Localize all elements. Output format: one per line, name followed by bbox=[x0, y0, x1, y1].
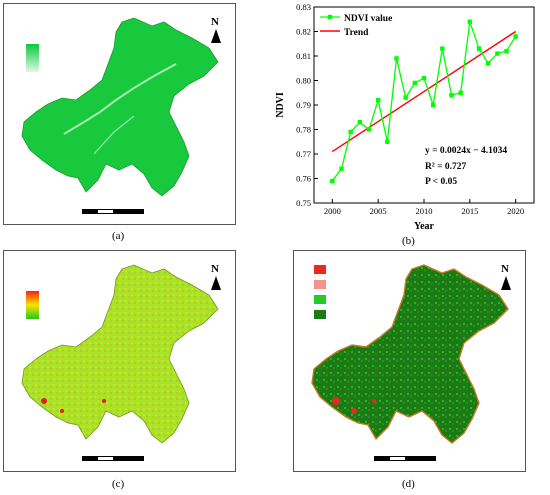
ndvi-point bbox=[495, 51, 500, 56]
ndvi-point bbox=[348, 129, 353, 135]
x-axis-title: Year bbox=[414, 221, 435, 232]
caption-c: (c) bbox=[112, 478, 125, 490]
stat-annotation: P < 0.05 bbox=[425, 177, 457, 187]
y-tick-label: 0.76 bbox=[296, 174, 311, 184]
y-tick-label: 0.78 bbox=[296, 125, 311, 135]
ndvi-point bbox=[485, 61, 491, 66]
map-panel-trend-classes: Significant browning Slight Degration Slig… bbox=[293, 250, 526, 472]
y-axis-title: NDVI bbox=[275, 92, 286, 118]
north-arrow-icon: N bbox=[501, 263, 511, 290]
class-swatch bbox=[314, 280, 326, 289]
scale-bar bbox=[82, 456, 144, 461]
y-tick-label: 0.81 bbox=[296, 51, 311, 61]
legend-ndvi-label: NDVI value bbox=[344, 14, 392, 24]
ndvi-point bbox=[357, 119, 363, 125]
ndvi-point bbox=[513, 34, 518, 39]
y-tick-label: 0.83 bbox=[296, 3, 311, 12]
ndvi-point bbox=[412, 80, 418, 86]
ndvi-point bbox=[394, 56, 399, 61]
ndvi-time-series-chart: 0.75 0.76 0.77 0.78 0.79 0.80 0.81 0.82 0.83 2000… bbox=[272, 2, 547, 248]
stat-annotation: y = 0.0024x − 4.1034 bbox=[425, 146, 507, 156]
caption-d: (d) bbox=[402, 478, 415, 490]
class-swatch bbox=[314, 265, 326, 274]
map-panel-ndvi-mean: NDVI_mean High : 0.9288 Low : 0.1091 N bbox=[3, 3, 236, 225]
y-tick-label: 0.82 bbox=[296, 27, 311, 37]
trend-line bbox=[331, 30, 517, 153]
ndvi-point bbox=[403, 95, 408, 100]
y-tick-label: 0.77 bbox=[296, 149, 311, 159]
caption-a: (a) bbox=[112, 230, 125, 242]
ndvi-point bbox=[385, 139, 390, 144]
map-panel-ndvi-trends: NDVI_Trends High : 0.0169 Low : −0.0329 … bbox=[3, 250, 236, 472]
plot-frame bbox=[313, 6, 535, 204]
scale-bar bbox=[374, 456, 436, 461]
class-label: Significant browning bbox=[330, 265, 363, 281]
ndvi-point bbox=[440, 46, 445, 51]
ndvi-point bbox=[330, 178, 335, 184]
ndvi-point bbox=[375, 97, 381, 103]
y-tick-label: 0.80 bbox=[296, 76, 311, 86]
legend-ndvi-marker bbox=[327, 14, 333, 20]
stat-annotation: R² = 0.727 bbox=[425, 162, 466, 172]
north-arrow-icon: N bbox=[211, 16, 221, 43]
x-tick-label: 2020 bbox=[507, 206, 524, 216]
legend-gradient bbox=[26, 44, 39, 72]
legend-high: High : 0.0169 bbox=[44, 291, 82, 298]
map-title: NDVI_Trends bbox=[26, 263, 96, 275]
x-tick-label: 2005 bbox=[370, 206, 387, 216]
map-title: NDVI_mean bbox=[26, 16, 88, 28]
legend-low: Low : 0.1091 bbox=[44, 64, 80, 71]
ndvi-point bbox=[366, 127, 372, 132]
class-label: Significant Improvement bbox=[330, 310, 371, 326]
ndvi-point bbox=[504, 48, 509, 54]
ndvi-point bbox=[339, 166, 344, 171]
ndvi-point bbox=[430, 102, 436, 108]
class-label: Slight Improvement bbox=[330, 295, 371, 311]
ndvi-point bbox=[476, 46, 482, 51]
legend-gradient bbox=[26, 291, 39, 319]
legend-high: High : 0.9288 bbox=[44, 44, 82, 51]
ndvi-point bbox=[467, 19, 473, 24]
caption-b: (b) bbox=[402, 235, 415, 247]
class-label: Slight Degration bbox=[330, 280, 360, 296]
ndvi-point bbox=[421, 75, 427, 81]
y-tick-label: 0.75 bbox=[296, 198, 311, 208]
x-tick-label: 2010 bbox=[416, 206, 433, 216]
scale-bar bbox=[82, 209, 144, 214]
legend-low: Low : −0.0329 bbox=[44, 311, 84, 318]
x-tick-label: 2015 bbox=[461, 206, 478, 216]
y-tick-label: 0.79 bbox=[296, 100, 311, 110]
legend-trend-label: Trend bbox=[344, 28, 369, 38]
ndvi-point bbox=[458, 90, 463, 95]
class-swatch bbox=[314, 295, 326, 304]
class-swatch bbox=[314, 310, 326, 319]
ndvi-point bbox=[449, 93, 454, 98]
x-tick-label: 2000 bbox=[324, 206, 341, 216]
north-arrow-icon: N bbox=[211, 263, 221, 290]
chart-svg: 0.75 0.76 0.77 0.78 0.79 0.80 0.81 0.82 0.83 2000… bbox=[275, 2, 535, 232]
